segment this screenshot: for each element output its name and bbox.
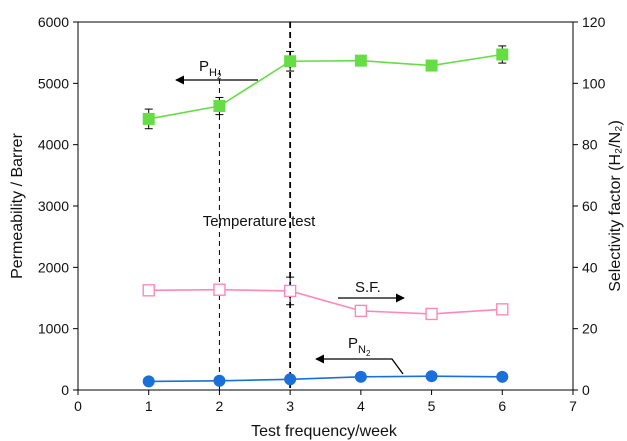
- pn2-label-base: P: [348, 335, 358, 352]
- data-point-ph2: [496, 48, 509, 61]
- data-point-pn2: [284, 373, 297, 386]
- y-left-tick-label: 4000: [38, 137, 69, 153]
- series-ph2: [142, 45, 509, 130]
- series-line-pn2: [148, 375, 503, 383]
- pn2-annotation: PN2: [315, 335, 404, 375]
- x-axis-label: Test frequency/week: [251, 423, 398, 440]
- sf-label: S.F.: [355, 279, 381, 296]
- series-sf: [142, 276, 509, 321]
- y-right-tick-label: 80: [582, 137, 598, 153]
- data-point-ph2: [213, 100, 226, 113]
- pn2-arrow: [315, 354, 404, 375]
- data-point-pn2: [142, 375, 155, 388]
- y-right-tick-label: 60: [582, 198, 598, 214]
- y-right-tick-label: 100: [582, 75, 606, 91]
- series-line-ph2: [148, 53, 503, 120]
- data-point-ph2: [425, 59, 438, 72]
- data-point-sf: [213, 283, 226, 296]
- series-line-sf: [148, 288, 503, 315]
- y-left-tick-label: 1000: [38, 321, 69, 337]
- series-pn2: [142, 370, 509, 388]
- y-left-tick-label: 2000: [38, 259, 69, 275]
- x-tick-label: 2: [216, 398, 224, 414]
- sf-annotation: S.F.: [338, 279, 405, 303]
- svg-text:PN2: PN2: [348, 335, 371, 358]
- pn2-label-subsub: 2: [366, 349, 371, 358]
- y-axis-right-label: Selectivity factor (H₂/N₂): [607, 120, 624, 292]
- y-axis-left-label: Permeability / Barrer: [9, 132, 26, 278]
- y-right-tick-label: 20: [582, 321, 598, 337]
- temperature-test-label: Temperature test: [203, 213, 316, 230]
- x-tick-label: 7: [569, 398, 577, 414]
- svg-text:PH2: PH2: [199, 58, 222, 81]
- data-point-pn2: [496, 370, 509, 383]
- series-layer: [142, 45, 509, 388]
- x-tick-label: 1: [145, 398, 153, 414]
- data-point-pn2: [213, 374, 226, 387]
- x-tick-label: 6: [498, 398, 506, 414]
- data-point-ph2: [354, 54, 367, 67]
- data-point-sf: [496, 303, 509, 316]
- data-point-ph2: [284, 55, 297, 68]
- y-left-tick-label: 6000: [38, 14, 69, 30]
- y-right-tick-label: 40: [582, 259, 598, 275]
- y-right-tick-label: 120: [582, 14, 606, 30]
- ph2-annotation: PH2: [175, 58, 258, 85]
- axes-layer: 0 1 2 3 4 5 6 701000200030004000500060000204060…: [38, 14, 606, 414]
- ph2-label-base: P: [199, 58, 209, 75]
- x-tick-label: 4: [357, 398, 365, 414]
- data-point-ph2: [142, 112, 155, 125]
- plot-frame: [77, 21, 574, 391]
- data-point-sf: [142, 284, 155, 297]
- ph2-label-subsub: 2: [217, 72, 222, 81]
- data-point-pn2: [425, 370, 438, 383]
- data-point-sf: [283, 284, 297, 298]
- y-left-tick-label: 5000: [38, 75, 69, 91]
- ph2-label-sub: H: [209, 67, 217, 79]
- y-left-tick-label: 3000: [38, 198, 69, 214]
- pn2-label-sub: N: [358, 344, 366, 356]
- y-right-tick-label: 0: [582, 382, 590, 398]
- data-point-pn2: [354, 370, 367, 383]
- data-point-sf: [425, 307, 438, 321]
- x-tick-label: 5: [428, 398, 436, 414]
- reference-lines: [218, 22, 292, 390]
- y-left-tick-label: 0: [61, 382, 69, 398]
- x-tick-label: 0: [74, 398, 82, 414]
- x-tick-label: 3: [286, 398, 294, 414]
- data-point-sf: [354, 304, 368, 318]
